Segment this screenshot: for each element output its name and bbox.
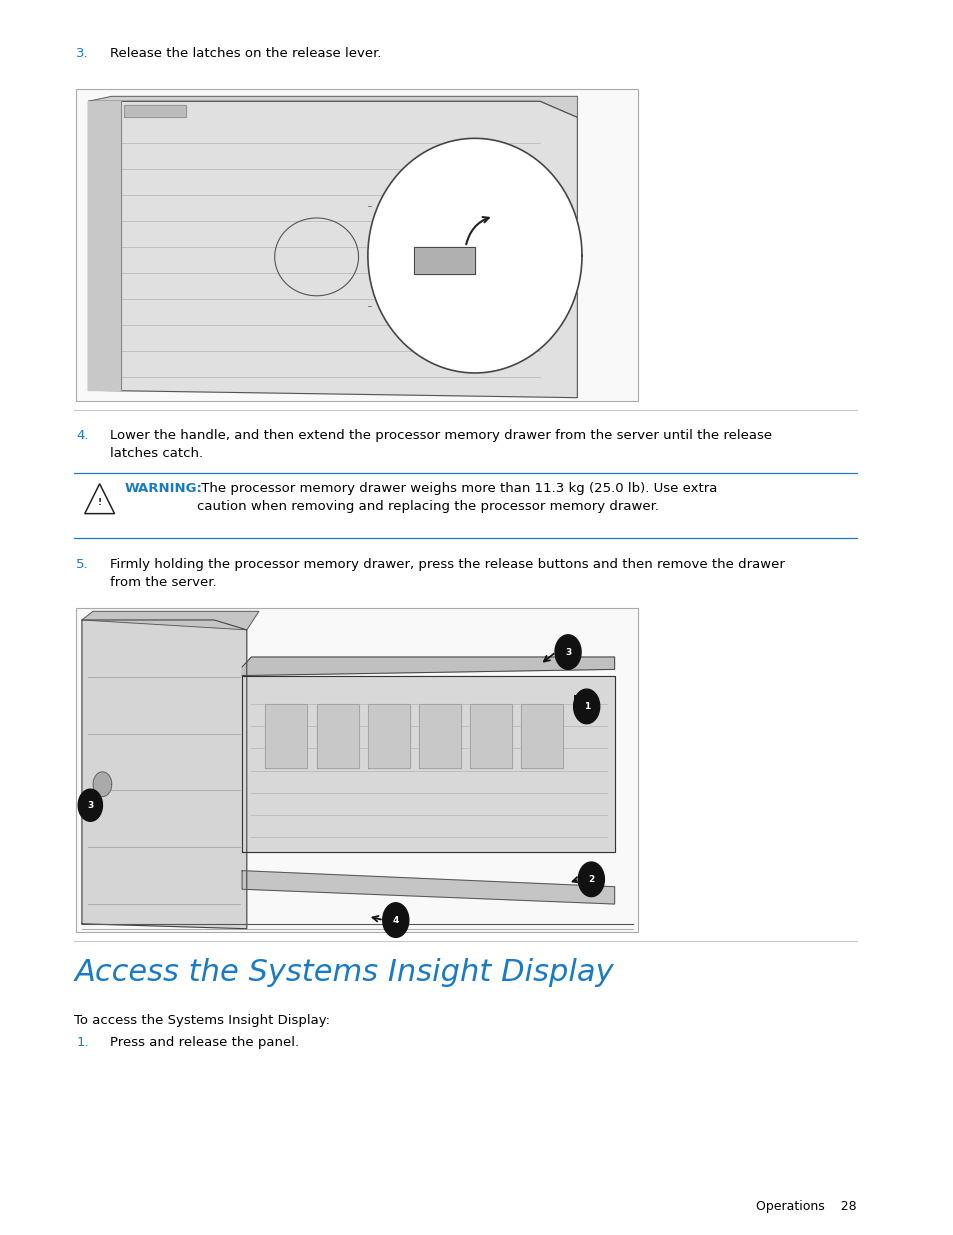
Text: WARNING:: WARNING: — [125, 482, 202, 495]
Text: The processor memory drawer weighs more than 11.3 kg (25.0 lb). Use extra
cautio: The processor memory drawer weighs more … — [197, 482, 717, 513]
Bar — [76, 89, 638, 401]
Text: 4: 4 — [393, 915, 398, 925]
Polygon shape — [242, 676, 614, 852]
Text: 1.: 1. — [76, 1036, 89, 1050]
Text: Press and release the panel.: Press and release the panel. — [110, 1036, 298, 1050]
Polygon shape — [418, 704, 460, 768]
Text: 2: 2 — [588, 874, 594, 884]
Text: 3: 3 — [87, 800, 93, 810]
Polygon shape — [414, 247, 475, 274]
Polygon shape — [242, 871, 614, 904]
Text: Firmly holding the processor memory drawer, press the release buttons and then r: Firmly holding the processor memory draw… — [110, 558, 784, 589]
Polygon shape — [89, 96, 577, 117]
Polygon shape — [82, 620, 247, 929]
Polygon shape — [368, 138, 581, 373]
Polygon shape — [521, 704, 563, 768]
Text: !: ! — [97, 498, 102, 508]
Polygon shape — [78, 789, 102, 821]
Polygon shape — [573, 689, 599, 724]
Polygon shape — [382, 903, 409, 937]
Text: To access the Systems Insight Display:: To access the Systems Insight Display: — [74, 1014, 330, 1028]
Text: Access the Systems Insight Display: Access the Systems Insight Display — [74, 958, 614, 987]
Text: Lower the handle, and then extend the processor memory drawer from the server un: Lower the handle, and then extend the pr… — [110, 429, 771, 459]
Polygon shape — [124, 105, 186, 117]
Polygon shape — [89, 101, 121, 390]
Polygon shape — [265, 704, 307, 768]
Polygon shape — [316, 704, 358, 768]
Text: Release the latches on the release lever.: Release the latches on the release lever… — [110, 47, 381, 61]
Polygon shape — [93, 772, 112, 797]
Polygon shape — [555, 635, 580, 669]
Polygon shape — [368, 704, 409, 768]
Polygon shape — [578, 862, 604, 897]
Text: 5.: 5. — [76, 558, 89, 572]
Text: 1: 1 — [583, 701, 589, 711]
Text: 4.: 4. — [76, 429, 89, 442]
Text: 3.: 3. — [76, 47, 89, 61]
Polygon shape — [82, 611, 258, 630]
Polygon shape — [242, 657, 614, 676]
Polygon shape — [89, 101, 577, 398]
Text: 3: 3 — [564, 647, 571, 657]
Polygon shape — [470, 704, 512, 768]
Text: Operations    28: Operations 28 — [756, 1199, 856, 1213]
Bar — [76, 608, 638, 932]
